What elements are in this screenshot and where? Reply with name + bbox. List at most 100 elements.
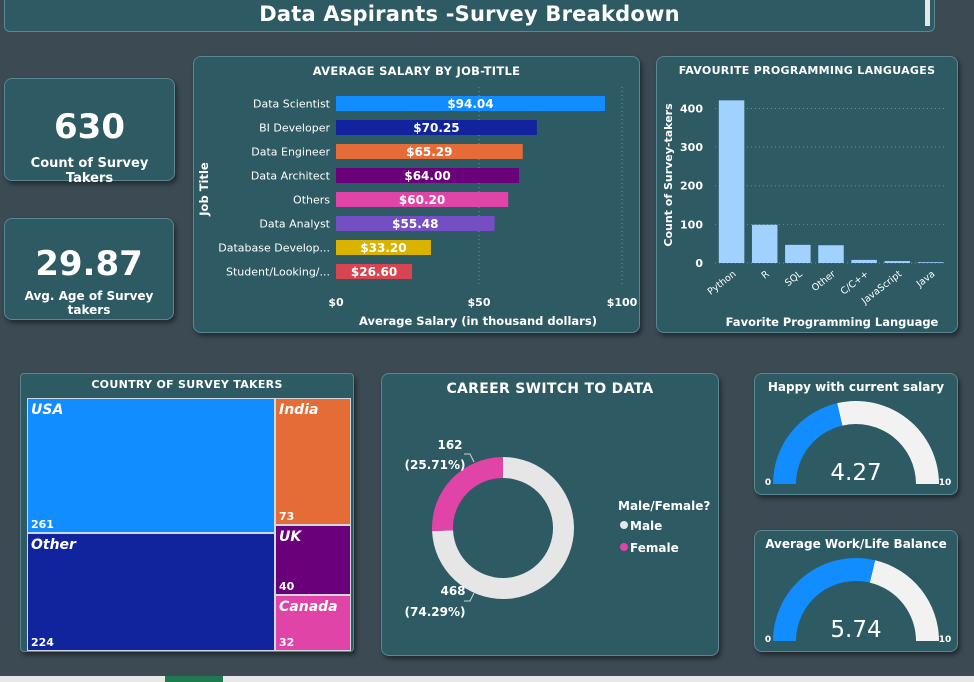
treemap-label-usa: USA: [31, 402, 64, 418]
language-category-label: SQL: [783, 268, 805, 289]
language-chart-panel: FAVOURITE PROGRAMMING LANGUAGES 0 100 200 3…: [656, 56, 958, 333]
salary-bar-database-develop[interactable]: [336, 240, 431, 255]
salary-x-axis-label: Average Salary (in thousand dollars): [359, 314, 597, 328]
salary-bar-data-architect[interactable]: [336, 168, 520, 183]
male-count-label: 468: [440, 584, 465, 598]
legend-marker-male: [620, 521, 628, 529]
balance-gauge-title: Average Work/Life Balance: [765, 537, 947, 551]
treemap-value-india: 73: [279, 510, 295, 523]
treemap-cell-usa[interactable]: USA 261: [27, 398, 275, 533]
balance-gauge-panel: Average Work/Life Balance 5.74 0 10: [754, 530, 958, 652]
salary-data-label: $70.25: [413, 121, 459, 135]
salary-tick-50: $50: [468, 296, 491, 309]
female-leader-line: [464, 453, 475, 463]
treemap-cell-uk[interactable]: UK 40: [275, 525, 351, 595]
treemap-cell-other[interactable]: Other 224: [27, 533, 275, 651]
page-tab-active[interactable]: [165, 676, 223, 682]
salary-chart: Data Scientist BI Developer Data Engineer D…: [197, 87, 638, 328]
salary-gauge-panel: Happy with current salary 4.27 0 10: [754, 373, 958, 495]
female-count-label: 162: [437, 438, 462, 452]
salary-data-label: $55.48: [392, 217, 438, 231]
donut-slice-female[interactable]: [432, 457, 503, 532]
salary-tick-100: $100: [607, 296, 638, 309]
salary-bar-student-looking[interactable]: [336, 264, 413, 279]
treemap-cell-canada[interactable]: Canada 32: [275, 595, 351, 651]
treemap-label-india: India: [279, 402, 319, 418]
salary-gauge-fill: [773, 403, 843, 484]
language-chart-title: FAVOURITE PROGRAMMING LANGUAGES: [678, 64, 936, 77]
salary-data-label: $64.00: [404, 169, 450, 183]
language-y-axis-label: Count of Survey-takers: [662, 103, 675, 247]
language-x-axis-label: Favorite Programming Language: [726, 315, 939, 329]
page-tab-strip: [0, 676, 974, 682]
legend-label-male[interactable]: Male: [630, 519, 662, 533]
career-donut-title: CAREER SWITCH TO DATA: [446, 381, 654, 397]
balance-gauge-max: 10: [939, 635, 952, 645]
donut-slice-male[interactable]: [432, 457, 574, 599]
balance-gauge: 5.74 0 10: [765, 558, 952, 645]
salary-category-label: Database Develop...: [218, 242, 330, 255]
kpi-card-count: 630 Count of Survey Takers: [4, 78, 175, 186]
salary-bar-data-engineer[interactable]: [336, 144, 523, 159]
language-bar-javascript[interactable]: [884, 261, 911, 263]
treemap-label-canada: Canada: [279, 599, 338, 615]
language-category-label: Other: [810, 269, 838, 294]
salary-bar-others[interactable]: [336, 192, 509, 207]
kpi-age-value: 29.87: [35, 244, 143, 284]
salary-category-label: Others: [293, 194, 330, 207]
salary-category-label: Student/Looking/...: [226, 266, 330, 279]
dashboard-header: Data Aspirants -Survey Breakdown: [4, 0, 935, 32]
language-bar-sql[interactable]: [785, 244, 811, 263]
treemap-value-usa: 261: [31, 518, 54, 531]
language-bar-other[interactable]: [818, 245, 844, 263]
treemap-value-canada: 32: [279, 636, 295, 649]
treemap-cell-india[interactable]: India 73: [275, 398, 351, 525]
salary-category-label: Data Scientist: [253, 98, 331, 111]
salary-gauge-max: 10: [939, 478, 952, 488]
language-tick-0: 0: [695, 257, 703, 270]
legend-marker-female: [620, 543, 628, 551]
salary-data-label: $94.04: [447, 97, 493, 111]
salary-gauge-track: [837, 401, 939, 484]
balance-gauge-min: 0: [765, 635, 771, 645]
legend-label-female[interactable]: Female: [630, 541, 679, 555]
kpi-card-age: 29.87 Avg. Age of Survey takers: [4, 218, 174, 320]
country-treemap-title: COUNTRY OF SURVEY TAKERS: [91, 378, 283, 391]
language-tick-400: 400: [680, 102, 703, 115]
language-tick-200: 200: [680, 180, 703, 193]
treemap-value-uk: 40: [279, 580, 295, 593]
balance-gauge-track: [869, 560, 939, 641]
salary-category-label: Data Analyst: [259, 218, 330, 231]
treemap-label-other: Other: [31, 537, 76, 553]
balance-gauge-value: 5.74: [830, 617, 881, 643]
salary-category-label: BI Developer: [259, 122, 330, 135]
salary-bar-bi-developer[interactable]: [336, 120, 537, 135]
salary-data-label: $26.60: [351, 265, 397, 279]
salary-tick-0: $0: [328, 296, 344, 309]
salary-data-label: $60.20: [399, 193, 445, 207]
career-donut-chart: 162 (25.71%) 468 (74.29%) Male/Female? M…: [405, 438, 711, 619]
language-bar-java[interactable]: [917, 262, 944, 263]
language-category-label: Java: [914, 269, 937, 291]
salary-data-label: $65.29: [406, 145, 452, 159]
kpi-count-label: Count of Survey Takers: [30, 156, 149, 186]
balance-gauge-fill: [773, 558, 876, 641]
salary-data-label: $33.20: [360, 241, 406, 255]
language-bar-r[interactable]: [751, 224, 778, 263]
salary-chart-title: AVERAGE SALARY BY JOB-TITLE: [312, 64, 521, 78]
salary-bar-data-scientist[interactable]: [336, 96, 605, 111]
language-bar-python[interactable]: [718, 100, 745, 263]
language-tick-300: 300: [680, 141, 703, 154]
male-leader-line: [464, 592, 475, 602]
kpi-age-label: Avg. Age of Survey takers: [24, 289, 154, 317]
scrollbar-thumb[interactable]: [925, 0, 930, 26]
salary-bar-data-analyst[interactable]: [336, 216, 495, 231]
career-donut-panel: CAREER SWITCH TO DATA 162 (25.71%) 468 (…: [381, 373, 719, 656]
language-bar-c-c[interactable]: [851, 259, 877, 263]
country-treemap-panel: COUNTRY OF SURVEY TAKERS USA 261 Other 2…: [20, 373, 354, 652]
salary-y-axis-label: Job Title: [197, 162, 211, 217]
dashboard-title: Data Aspirants -Survey Breakdown: [259, 2, 680, 26]
salary-category-label: Data Architect: [251, 170, 331, 183]
language-category-label: R: [760, 268, 772, 281]
